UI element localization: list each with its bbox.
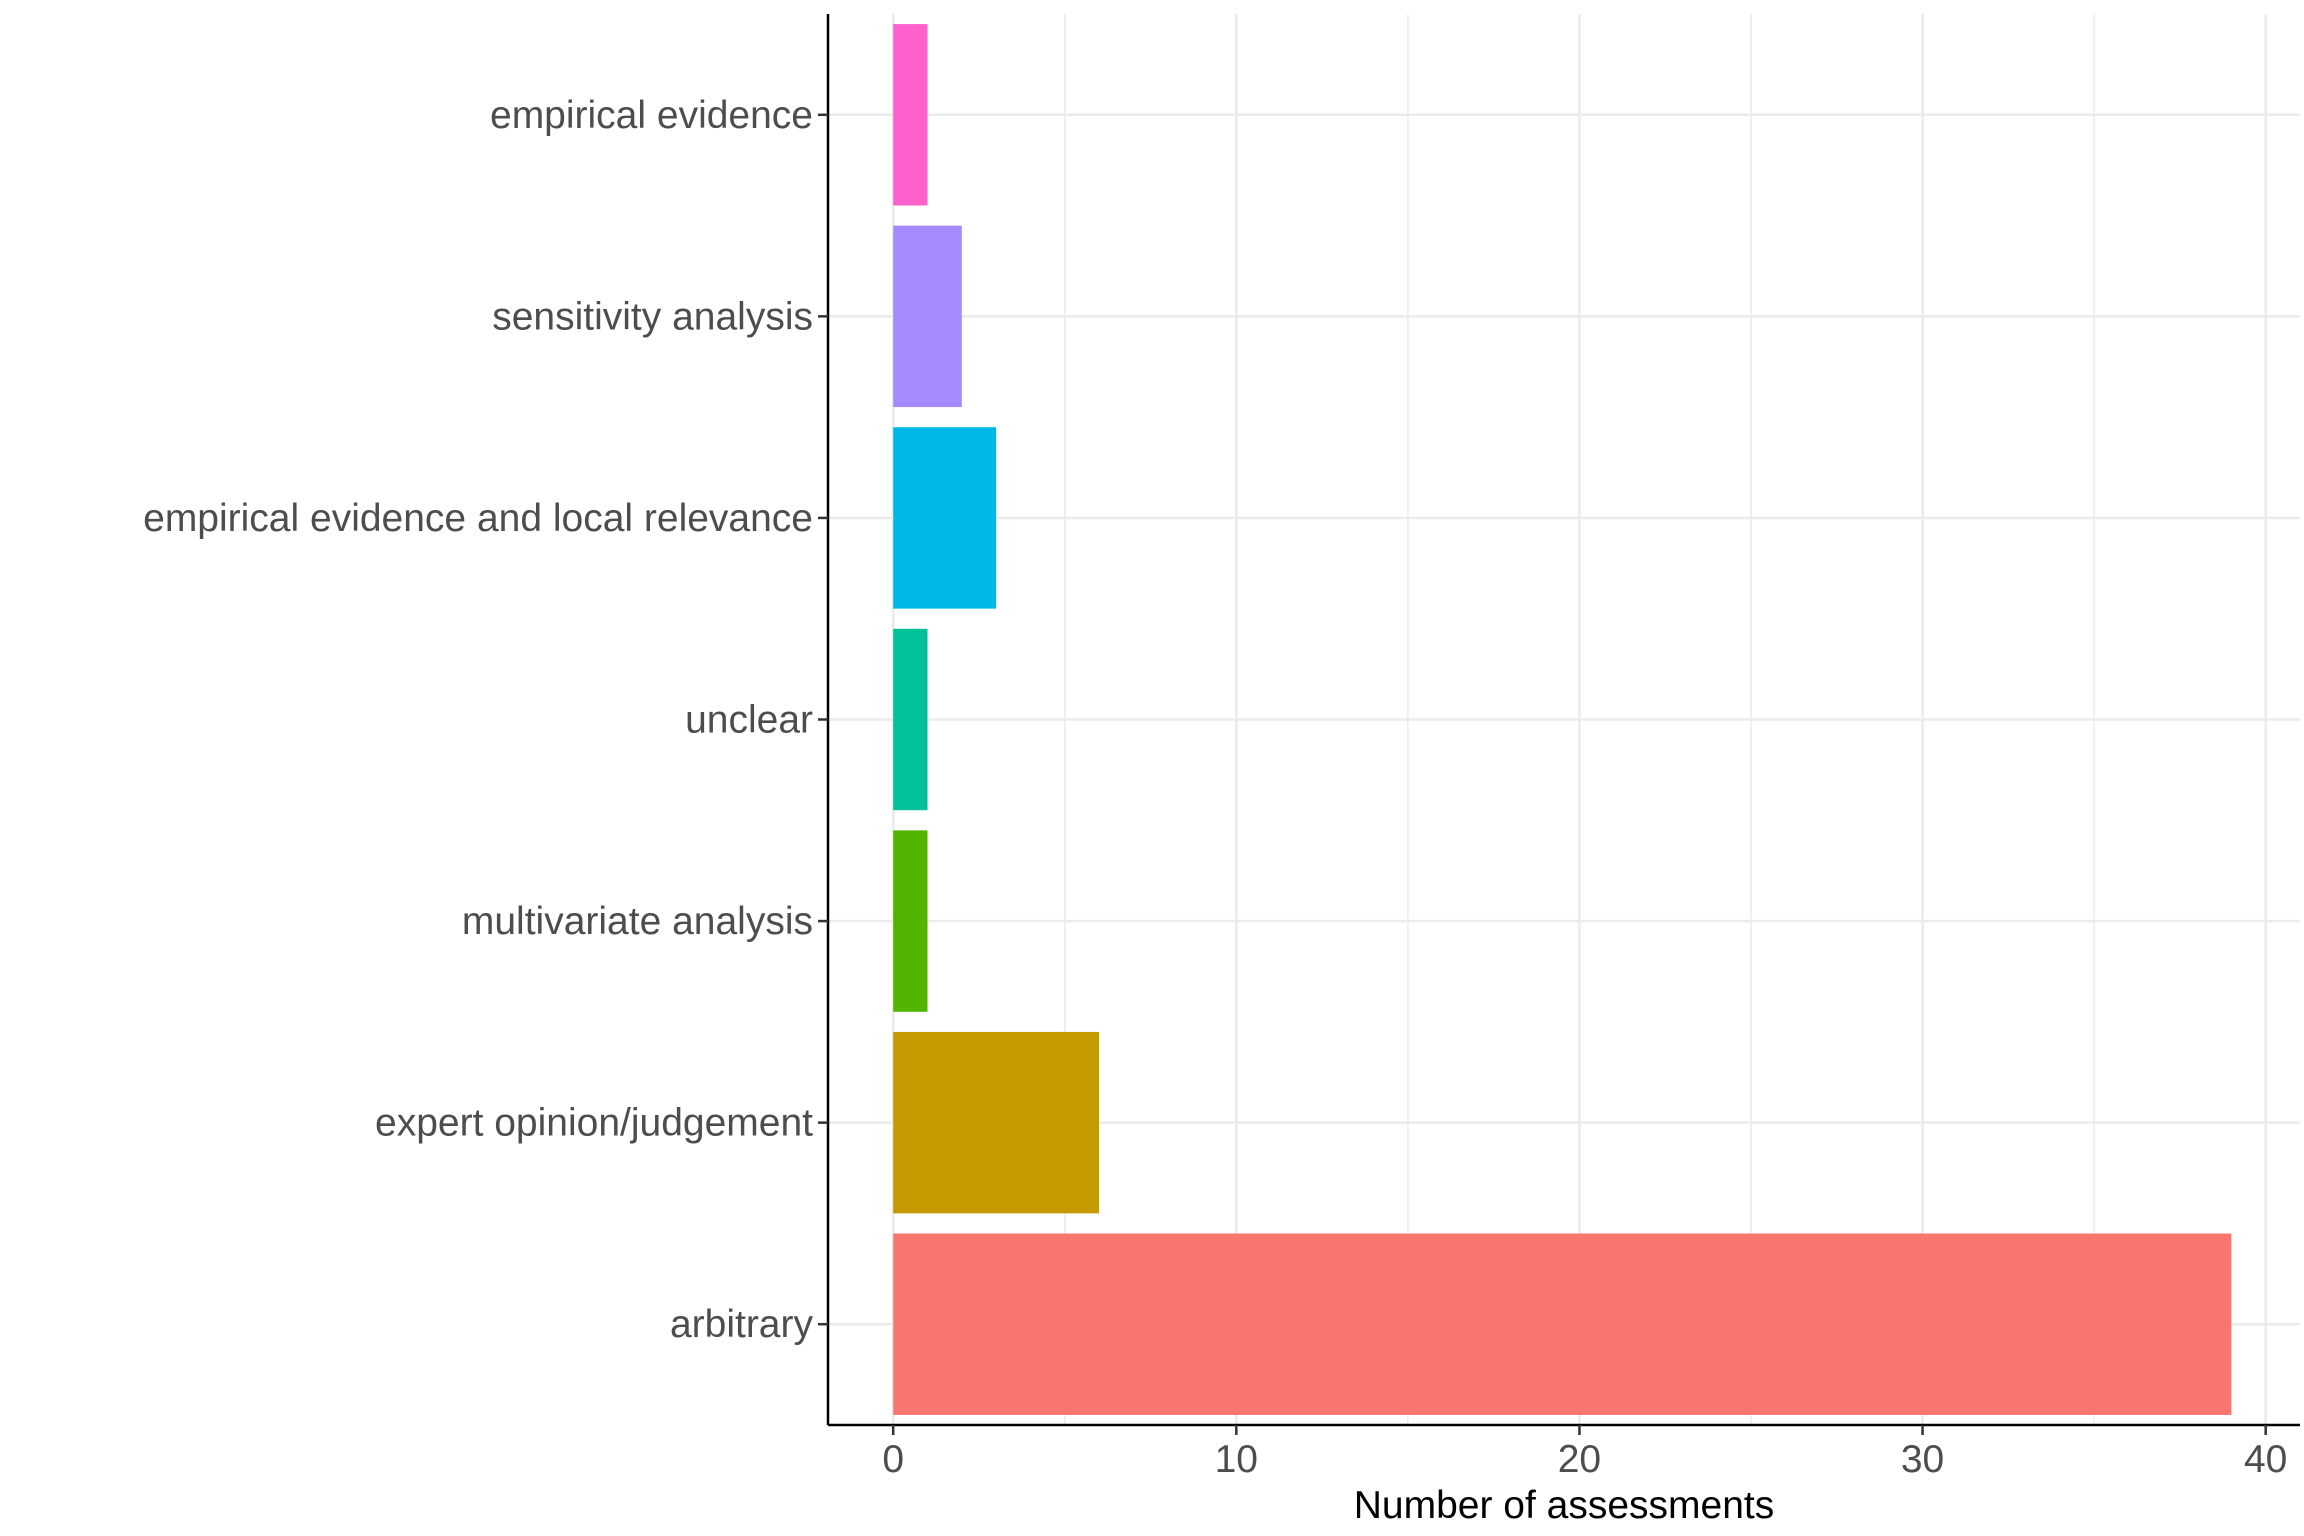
y-tick-label: expert opinion/judgement	[375, 1102, 813, 1145]
bar-expert-opinion-judgement	[893, 1031, 1100, 1214]
y-tick-label: multivariate analysis	[462, 900, 813, 943]
bar-sensitivity-analysis	[893, 225, 962, 408]
x-tick-label: 20	[1558, 1438, 1601, 1481]
bar-empirical-evidence-and-local-relevance	[893, 427, 997, 609]
x-tick-label: 10	[1215, 1438, 1258, 1481]
bar-empirical-evidence	[893, 24, 928, 206]
bar-arbitrary	[893, 1233, 2232, 1415]
y-tick-label: empirical evidence	[490, 94, 813, 137]
x-tick-label: 0	[882, 1438, 904, 1481]
bar-unclear	[893, 628, 928, 811]
y-tick-label: empirical evidence and local relevance	[143, 497, 813, 540]
tick-labels: empirical evidence sensitivity analysis em…	[143, 94, 2287, 1481]
x-axis-title: Number of assessments	[1354, 1484, 1775, 1527]
x-tick-label: 40	[2244, 1438, 2287, 1481]
axes	[818, 14, 2300, 1435]
bars	[893, 24, 2232, 1415]
y-tick-label: arbitrary	[670, 1303, 814, 1346]
y-tick-label: sensitivity analysis	[492, 295, 813, 338]
bar-multivariate-analysis	[893, 830, 928, 1012]
x-tick-label: 30	[1901, 1438, 1944, 1481]
y-tick-label: unclear	[685, 699, 813, 742]
